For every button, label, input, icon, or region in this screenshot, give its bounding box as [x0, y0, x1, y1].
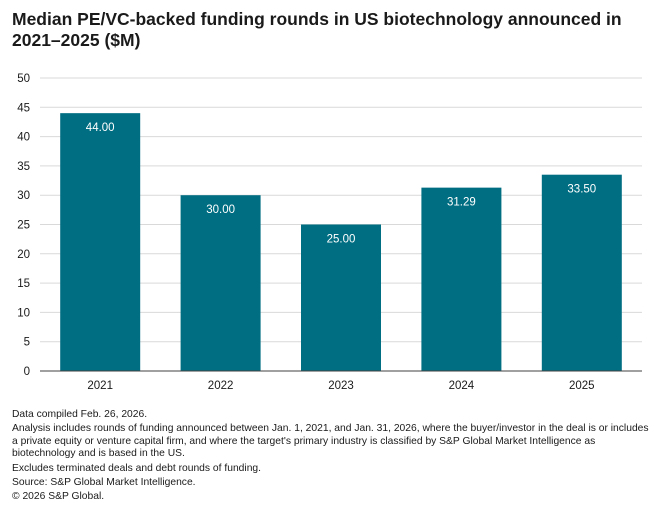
y-tick-label: 5	[24, 337, 30, 349]
bar	[180, 195, 261, 371]
y-tick-label: 0	[24, 366, 30, 378]
bar	[541, 174, 622, 371]
note-copyright: © 2026 S&P Global.	[12, 491, 105, 503]
x-tick-label: 2025	[569, 380, 595, 392]
bar	[301, 224, 381, 371]
x-axis: 2021 2022 2023 2024 2025	[40, 370, 642, 392]
y-tick-label: 10	[17, 307, 30, 319]
bar-data-label: 25.00	[327, 234, 356, 246]
bars: 44.00 30.00 25.00 31.29 33.50	[60, 113, 622, 371]
gridlines	[40, 77, 642, 343]
y-tick-label: 15	[17, 278, 30, 290]
x-tick-label: 2023	[328, 380, 354, 392]
chart-title: Median PE/VC-backed funding rounds in US…	[12, 9, 622, 50]
note-compiled: Data compiled Feb. 26, 2026.	[12, 409, 148, 420]
x-tick-label: 2024	[449, 380, 475, 392]
bar	[60, 113, 141, 371]
y-tick-label: 50	[17, 73, 30, 85]
y-tick-label: 20	[17, 249, 30, 261]
y-tick-label: 30	[17, 190, 30, 202]
y-tick-label: 35	[17, 161, 30, 173]
note-analysis: Analysis includes rounds of funding anno…	[12, 423, 649, 460]
bar	[421, 187, 502, 371]
y-tick-label: 40	[17, 132, 30, 144]
bar-data-label: 44.00	[86, 122, 115, 134]
bar-data-label: 30.00	[206, 204, 235, 216]
y-tick-label: 45	[17, 102, 30, 114]
note-source: Source: S&P Global Market Intelligence.	[12, 477, 196, 489]
x-tick-label: 2022	[208, 380, 234, 392]
x-tick-label: 2021	[87, 380, 113, 392]
bar-data-label: 31.29	[447, 197, 476, 209]
footnotes: Data compiled Feb. 26, 2026. Analysis in…	[12, 409, 652, 506]
bar-data-label: 33.50	[567, 184, 596, 196]
note-excludes: Excludes terminated deals and debt round…	[12, 462, 262, 474]
y-tick-label: 25	[17, 220, 30, 232]
y-axis: 0 5 10 15 20 25 30 35 40 45 50	[17, 73, 30, 378]
